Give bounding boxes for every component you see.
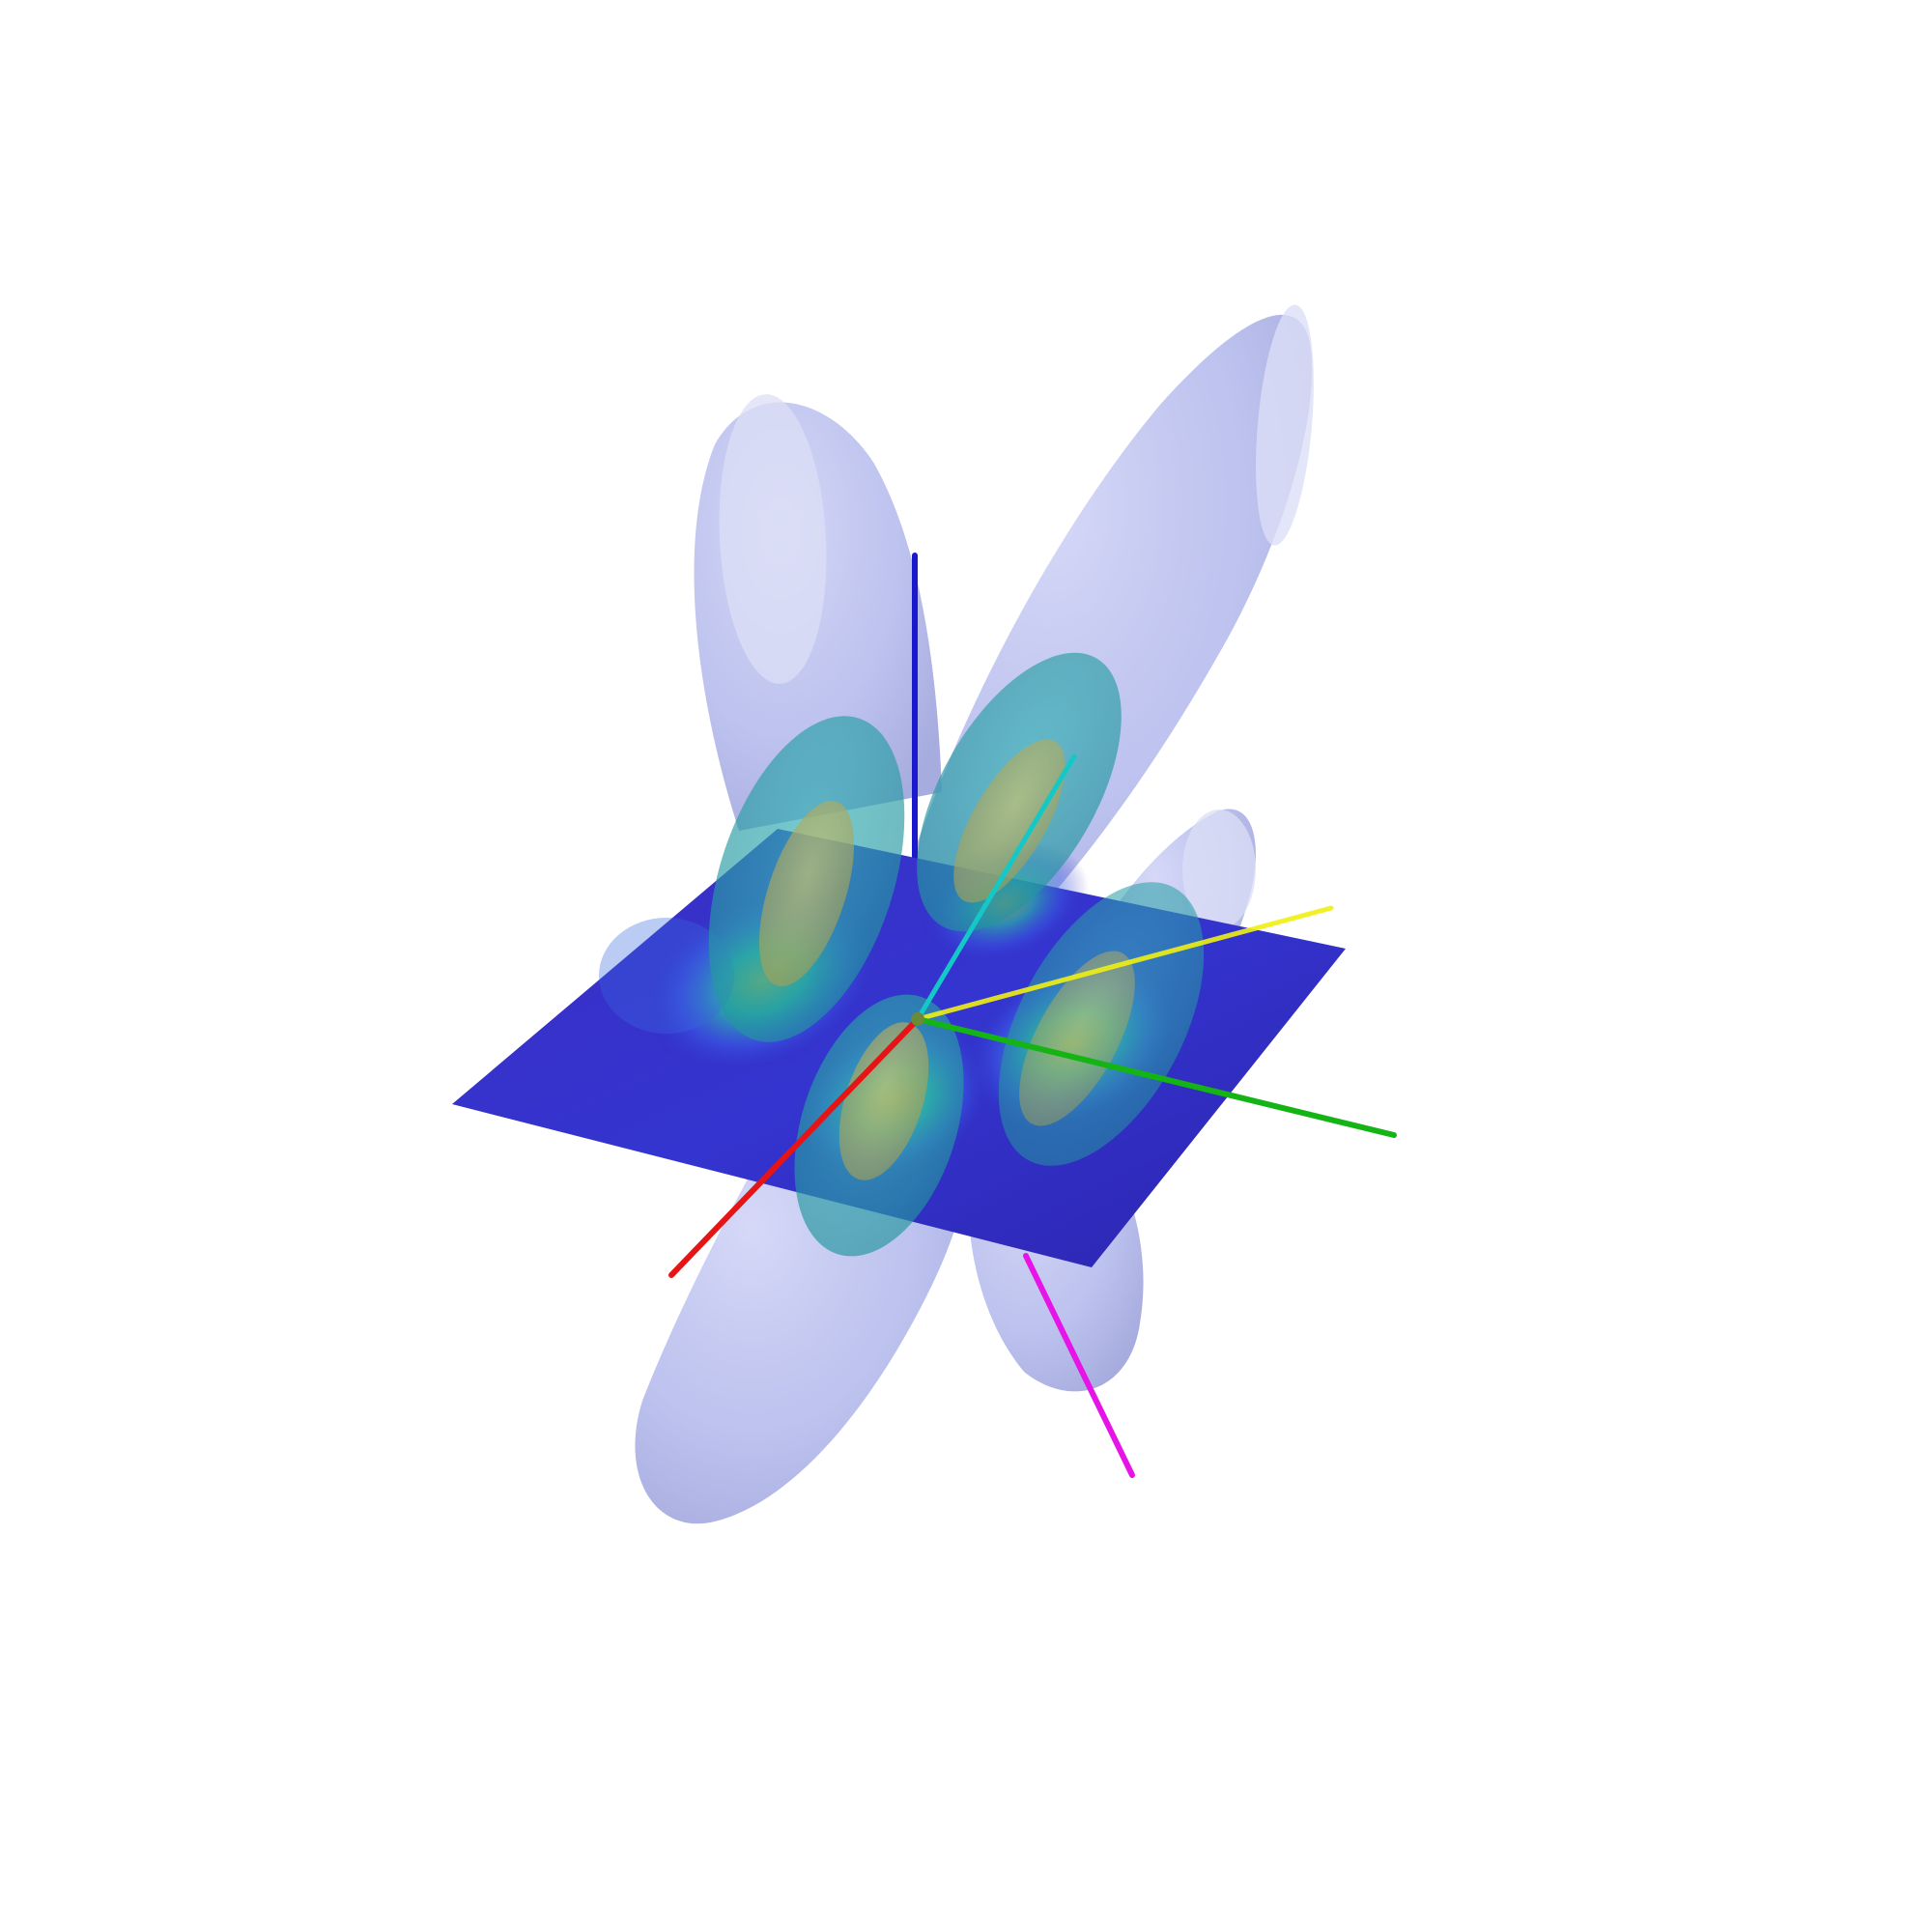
olive-core-upper-center (953, 739, 1065, 903)
lobe-upper-right-cap (1256, 304, 1314, 546)
lobe-upper-left-cap (719, 394, 827, 684)
heat-spot-far-left (599, 918, 734, 1034)
red-axis (668, 1016, 921, 1278)
origin-point (911, 1012, 924, 1026)
yellow-axis (915, 905, 1334, 1022)
olive-core-left (758, 801, 855, 986)
magenta-axis (1023, 1253, 1135, 1478)
lobe-right-cap (1182, 810, 1256, 929)
inner-isosurface (758, 739, 1135, 1180)
olive-core-lower-center (838, 1022, 929, 1180)
cyan-axis (915, 753, 1077, 1022)
axis-triad (668, 753, 1397, 1478)
olive-core-right (1019, 951, 1135, 1126)
green-axis (915, 1016, 1397, 1138)
